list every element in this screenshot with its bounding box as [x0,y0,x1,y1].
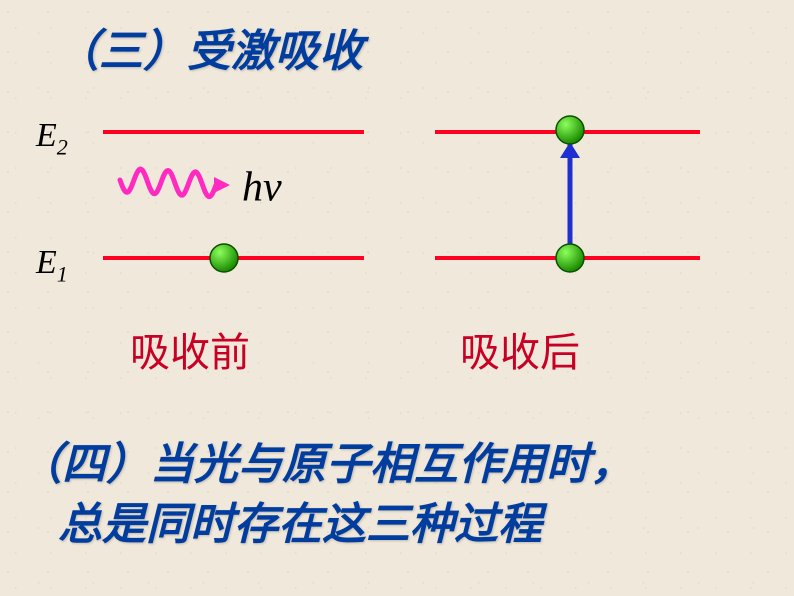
absorption-diagram: E2 E1 hν [0,0,794,596]
energy-label: E2 [35,117,68,160]
energy-label: E1 [35,244,68,287]
electron-icon [556,244,584,272]
electron-icon [210,244,238,272]
photon-wave [120,169,216,197]
electron-icon [556,116,584,144]
photon-arrowhead [214,177,230,193]
photon-label: hν [242,165,282,211]
